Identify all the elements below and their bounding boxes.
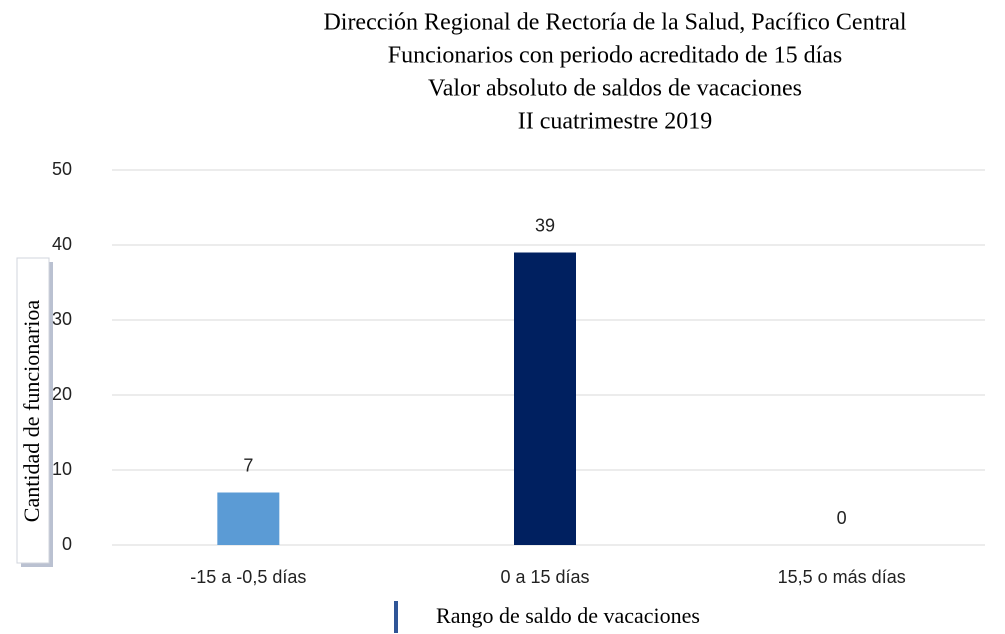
chart-title: II cuatrimestre 2019: [518, 109, 713, 135]
data-label: 39: [535, 215, 555, 235]
y-label-box: [16, 257, 53, 567]
x-tick-label: -15 a -0,5 días: [190, 567, 306, 587]
chart-title: Dirección Regional de Rectoría de la Sal…: [323, 10, 906, 36]
y-tick-label: 10: [52, 459, 72, 479]
x-tick-label: 0 a 15 días: [500, 567, 589, 587]
y-axis-label: Cantidad de funcionarioa: [19, 300, 44, 523]
y-tick-label: 30: [52, 309, 72, 329]
y-tick-label: 40: [52, 234, 72, 254]
chart-title: Valor absoluto de saldos de vacaciones: [428, 76, 802, 102]
y-tick-label: 20: [52, 384, 72, 404]
data-label: 7: [243, 455, 253, 475]
chart-title: Funcionarios con periodo acreditado de 1…: [388, 43, 843, 69]
x-label-marker: [394, 601, 398, 633]
bar: [514, 252, 576, 545]
data-label: 0: [837, 508, 847, 528]
bar: [217, 492, 280, 545]
x-axis-label: Rango de saldo de vacaciones: [436, 603, 700, 628]
x-tick-label: 15,5 o más días: [778, 567, 906, 587]
y-tick-label: 0: [62, 534, 72, 554]
y-tick-label: 50: [52, 159, 72, 179]
